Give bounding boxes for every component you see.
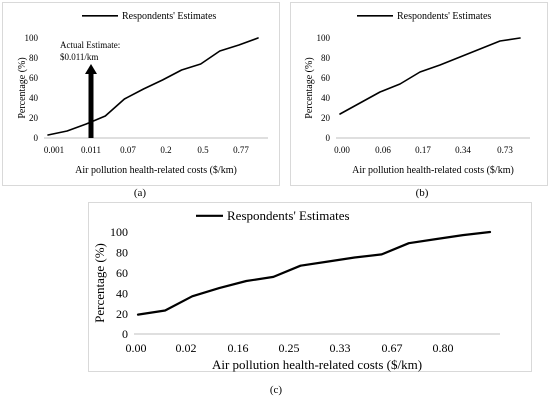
panel-label: (c) [270,384,283,396]
x-axis-title: Air pollution health-related costs ($/km… [212,357,422,372]
y-tick-label: 100 [317,33,331,43]
legend-label: Respondents' Estimates [122,11,216,22]
y-axis-title: Percentage (%) [92,243,107,323]
y-tick-label: 80 [321,53,331,63]
x-axis-title: Air pollution health-related costs ($/km… [75,165,237,176]
x-tick-label: 0.33 [330,341,351,355]
x-tick-label: 0.07 [120,145,136,155]
legend-label: Respondents' Estimates [227,208,350,223]
y-tick-label: 40 [116,286,128,300]
x-tick-label: 0.011 [81,145,101,155]
x-tick-label: 0.67 [382,341,403,355]
y-tick-label: 20 [321,113,331,123]
x-tick-label: 0.00 [334,145,350,155]
x-axis-title: Air pollution health-related costs ($/km… [352,165,514,176]
y-tick-label: 80 [29,53,39,63]
annotation-text: $0.011/km [60,52,98,62]
x-tick-label: 0.80 [433,341,454,355]
y-tick-label: 100 [110,225,128,239]
chart-frame [290,2,548,186]
y-tick-label: 40 [321,93,331,103]
y-tick-label: 20 [116,307,128,321]
panel-label: (b) [416,187,429,199]
y-axis-title: Percentage (%) [304,57,315,118]
chart-frame [88,202,532,372]
annotation-text: Actual Estimate: [60,40,120,50]
y-tick-label: 0 [122,327,128,341]
series-line [339,37,521,115]
y-tick-label: 0 [326,133,331,143]
series-line [136,230,492,316]
x-tick-label: 0.77 [233,145,249,155]
y-tick-label: 20 [29,113,39,123]
y-tick-label: 60 [116,266,128,280]
x-tick-label: 0.17 [415,145,431,155]
chart-frame [2,2,280,186]
x-tick-label: 0.001 [44,145,64,155]
y-tick-label: 40 [29,93,39,103]
y-tick-label: 60 [321,73,331,83]
x-tick-label: 0.06 [375,145,391,155]
legend-label: Respondents' Estimates [397,11,491,22]
annotation-arrow-head [85,64,97,74]
y-tick-label: 100 [25,33,39,43]
y-axis-title: Percentage (%) [17,57,28,118]
x-tick-label: 0.16 [228,341,249,355]
x-tick-label: 0.73 [497,145,513,155]
y-tick-label: 80 [116,246,128,260]
x-tick-label: 0.00 [126,341,147,355]
y-tick-label: 60 [29,73,39,83]
x-tick-label: 0.02 [176,341,197,355]
y-tick-label: 0 [34,133,39,143]
annotation-arrow-shaft [88,72,94,138]
x-tick-label: 0.5 [197,145,209,155]
series-line [47,37,259,136]
x-tick-label: 0.2 [160,145,171,155]
panel-label: (a) [134,187,147,199]
x-tick-label: 0.25 [279,341,300,355]
x-tick-label: 0.34 [455,145,471,155]
